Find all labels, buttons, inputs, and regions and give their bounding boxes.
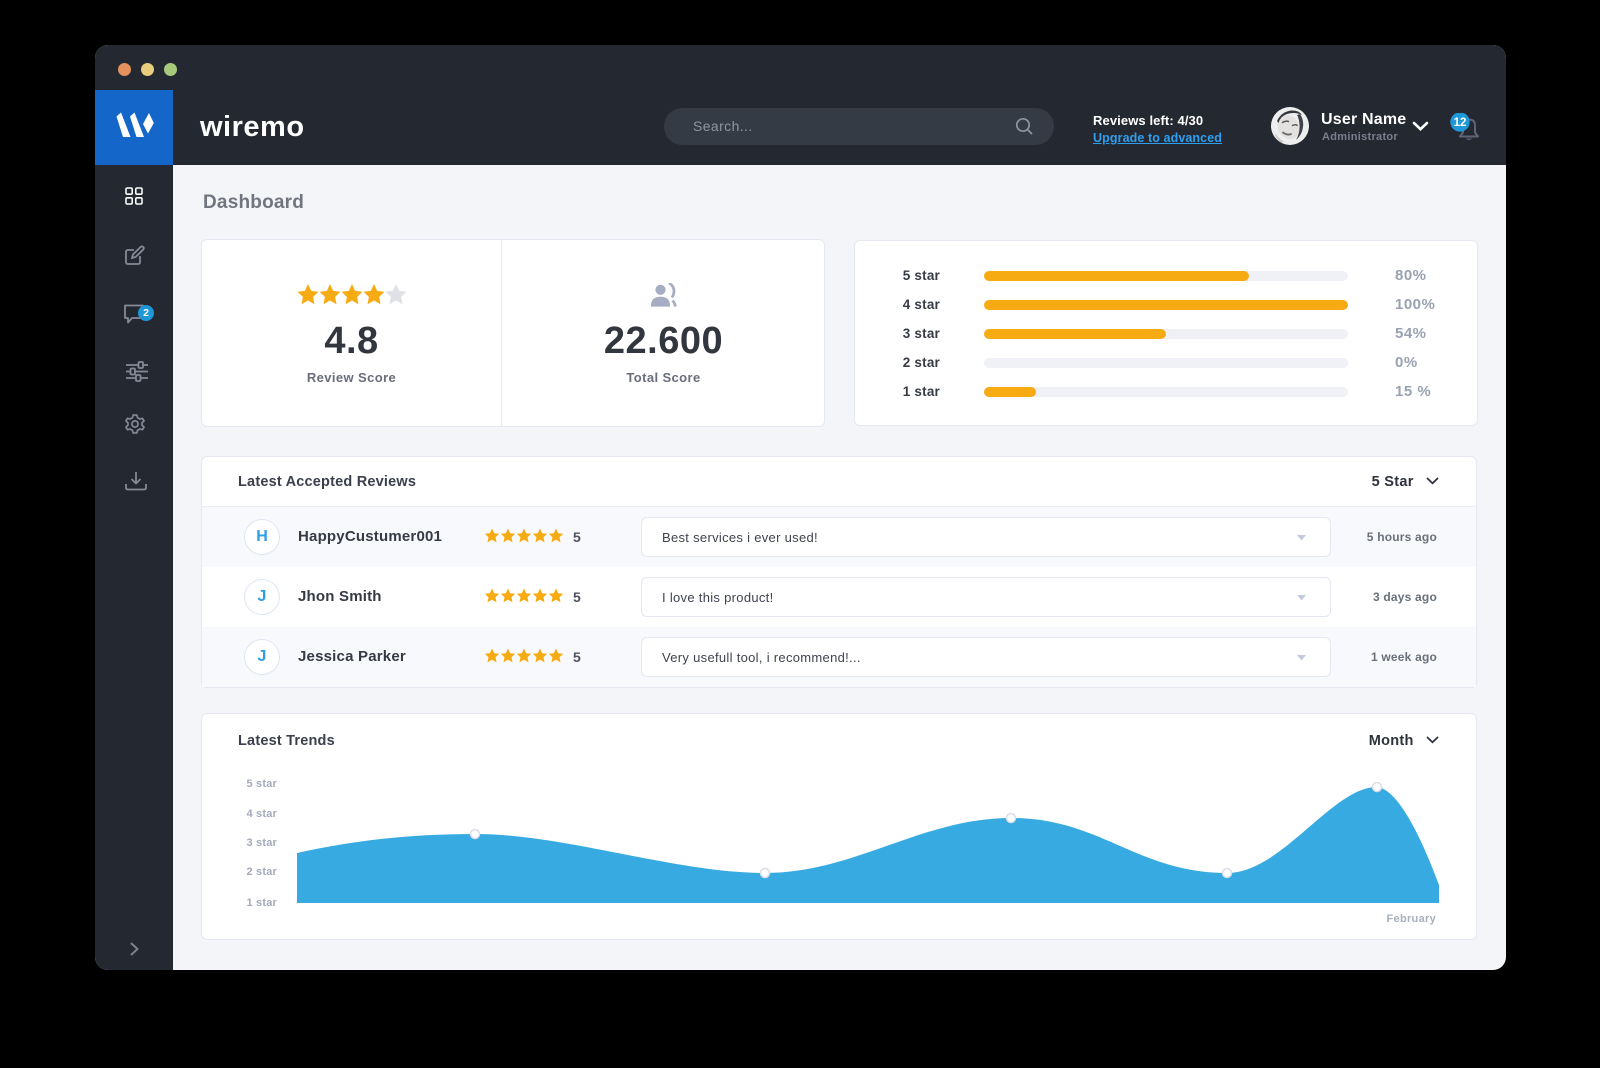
svg-text:12: 12	[1454, 117, 1467, 129]
